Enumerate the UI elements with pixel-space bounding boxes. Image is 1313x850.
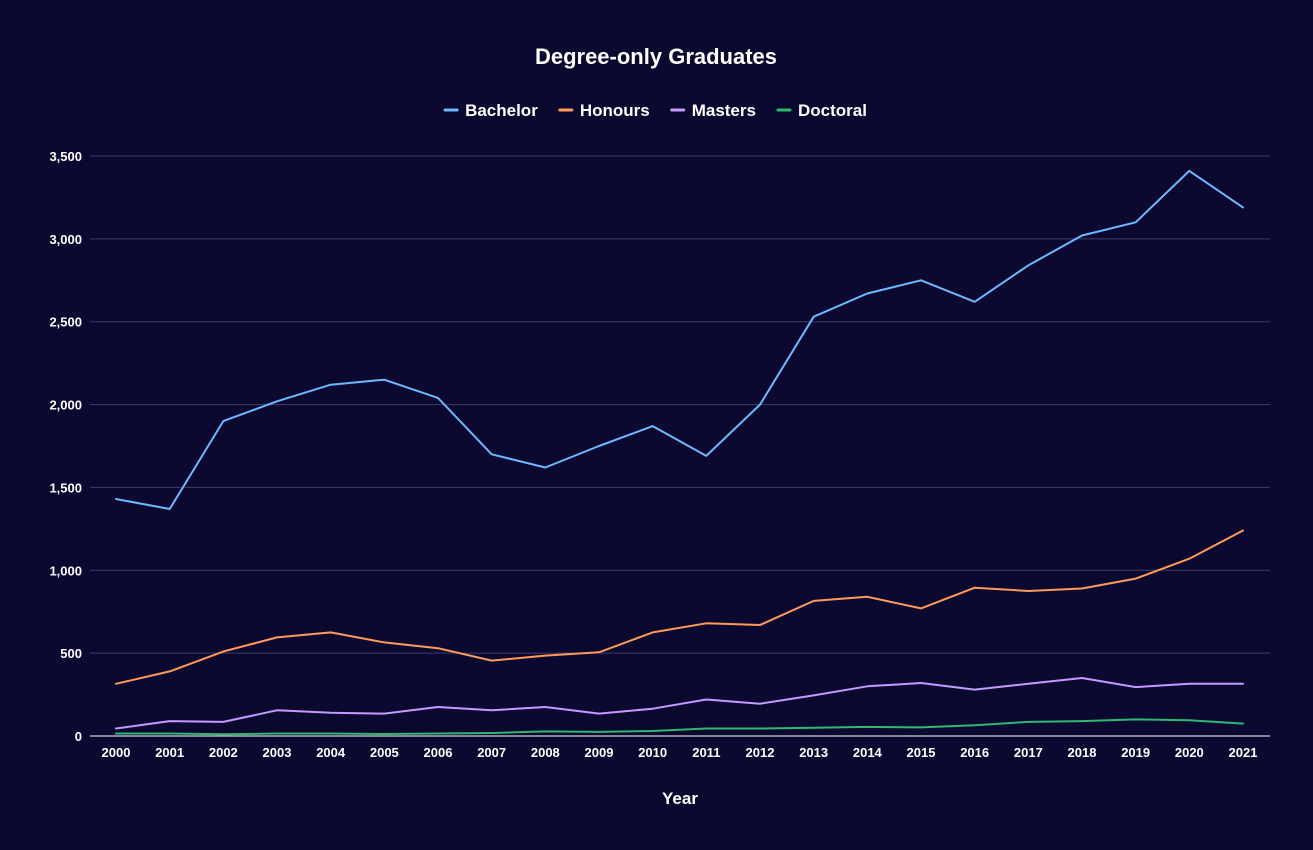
y-axis-ticks: 0 500 1,000 1,500 2,000 2,500 3,000 3,500 [49, 149, 82, 744]
legend-label: Bachelor [465, 101, 538, 120]
x-tick-label: 2009 [585, 745, 614, 760]
legend-item-bachelor: Bachelor [443, 101, 538, 120]
chart-title: Degree-only Graduates [535, 44, 777, 69]
legend-item-doctoral: Doctoral [776, 101, 867, 120]
series-line-doctoral [115, 718, 1244, 736]
y-tick-label: 3,500 [49, 149, 82, 164]
x-axis-ticks: 2000 2001 2002 2003 2004 2005 2006 2007 2008 2009… [102, 745, 1258, 760]
y-tick-label: 2,500 [49, 315, 82, 330]
legend: Bachelor Honours Masters Doctoral [443, 101, 867, 120]
x-tick-label: 2006 [424, 745, 453, 760]
x-tick-label: 2011 [692, 745, 720, 760]
x-tick-label: 2015 [907, 745, 936, 760]
x-tick-label: 2016 [960, 745, 989, 760]
x-axis-title: Year [662, 789, 698, 808]
legend-item-masters: Masters [670, 101, 756, 120]
x-tick-label: 2013 [799, 745, 828, 760]
legend-label: Masters [692, 101, 756, 120]
series-lines [115, 169, 1244, 736]
y-tick-label: 3,000 [49, 232, 82, 247]
legend-label: Doctoral [798, 101, 867, 120]
x-tick-label: 2010 [638, 745, 667, 760]
x-tick-label: 2014 [853, 745, 883, 760]
y-tick-label: 1,000 [49, 563, 82, 578]
x-tick-label: 2007 [477, 745, 506, 760]
x-tick-label: 2001 [155, 745, 184, 760]
legend-label: Honours [580, 101, 650, 120]
series-line-masters [115, 677, 1244, 730]
x-tick-label: 2004 [316, 745, 346, 760]
x-tick-label: 2019 [1121, 745, 1150, 760]
x-tick-label: 2020 [1175, 745, 1204, 760]
y-tick-label: 2,000 [49, 398, 82, 413]
x-tick-label: 2012 [746, 745, 775, 760]
x-tick-label: 2005 [370, 745, 399, 760]
x-tick-label: 2018 [1068, 745, 1097, 760]
x-tick-label: 2021 [1229, 745, 1258, 760]
legend-item-honours: Honours [558, 101, 650, 120]
x-tick-label: 2008 [531, 745, 560, 760]
series-line-honours [115, 529, 1244, 685]
y-tick-label: 1,500 [49, 480, 82, 495]
y-tick-label: 0 [75, 729, 82, 744]
x-tick-label: 2003 [263, 745, 292, 760]
x-tick-label: 2000 [102, 745, 131, 760]
x-tick-label: 2017 [1014, 745, 1043, 760]
grid-lines [90, 155, 1270, 654]
x-tick-label: 2002 [209, 745, 238, 760]
y-tick-label: 500 [60, 646, 82, 661]
series-line-bachelor [115, 169, 1244, 510]
